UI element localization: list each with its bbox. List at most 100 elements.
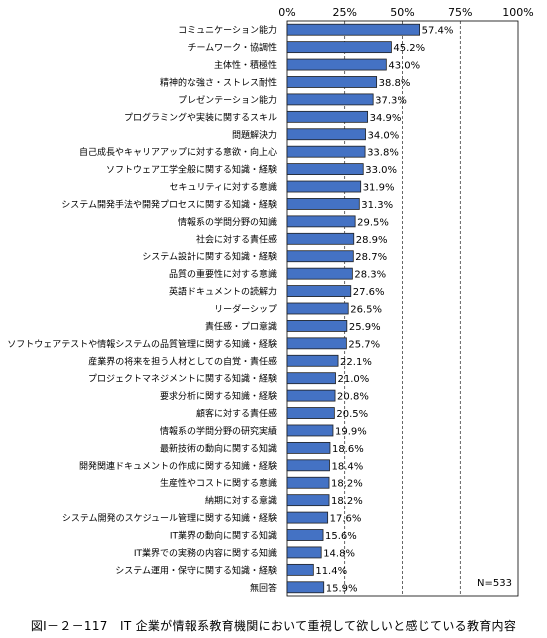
bar-chart: 0% 25% 50% 75% 100% コミュニケーション能力 57.4% チームワーク・協調…	[7, 6, 534, 597]
value-label: 43.0%	[388, 61, 420, 72]
category-label: システム設計に関する知識・経験	[142, 251, 277, 263]
category-label: ソフトウェア工学全般に関する知識・経験	[106, 164, 277, 176]
category-label: 自己成長やキャリアアップに対する意欲・向上心	[79, 146, 277, 158]
value-label: 18.2%	[331, 496, 363, 507]
value-label: 33.0%	[365, 165, 397, 176]
bar	[286, 354, 339, 367]
bar	[286, 163, 364, 176]
category-label: 情報系の学問分野の知識	[178, 216, 277, 228]
value-label: 26.5%	[350, 305, 382, 316]
value-label: 11.4%	[315, 566, 347, 577]
value-label: 31.3%	[361, 200, 393, 211]
value-label: 18.2%	[331, 479, 363, 490]
category-label: ソフトウェアテストや情報システムの品質管理に関する知識・経験	[7, 338, 277, 350]
bar	[286, 58, 387, 71]
value-label: 15.6%	[325, 531, 357, 542]
value-label: 28.3%	[354, 270, 386, 281]
bar	[286, 476, 330, 489]
category-label: 無回答	[250, 582, 277, 594]
category-label: セキュリティに対する意識	[170, 181, 277, 193]
bar	[286, 110, 369, 123]
value-label: 29.5%	[357, 217, 389, 228]
bar	[286, 41, 392, 54]
bar	[286, 581, 325, 594]
bar	[286, 459, 330, 472]
category-label: 責任感・プロ意識	[205, 320, 277, 332]
bar	[286, 320, 348, 332]
value-label: 21.0%	[338, 374, 370, 385]
value-label: 22.1%	[340, 357, 372, 368]
value-label: 27.6%	[353, 287, 385, 298]
category-label: 社会に対する責任感	[196, 233, 277, 245]
category-label: システム開発手法や開発プロセスに関する知識・経験	[61, 198, 277, 210]
category-label: リーダーシップ	[214, 303, 277, 315]
bar	[286, 407, 335, 419]
value-label: 45.2%	[393, 43, 425, 54]
bar	[286, 232, 355, 245]
bar	[286, 215, 356, 228]
sample-size-annotation: N=533	[477, 578, 512, 589]
category-label: 情報系の学問分野の研究実績	[160, 425, 277, 437]
value-label: 28.9%	[356, 235, 388, 246]
bar	[286, 441, 331, 454]
value-label: 57.4%	[422, 26, 454, 37]
value-label: 34.0%	[368, 130, 400, 141]
bar	[286, 267, 353, 280]
bar	[286, 372, 336, 385]
value-label: 25.9%	[349, 322, 381, 333]
category-label: 産業界の将来を担う人材としての自覚・責任感	[88, 355, 277, 367]
value-label: 28.7%	[355, 252, 387, 263]
category-label: プレゼンテーション能力	[178, 94, 277, 106]
bar	[286, 302, 349, 315]
value-label: 17.6%	[330, 514, 362, 525]
category-label: 精神的な強さ・ストレス耐性	[160, 76, 277, 88]
category-label: プログラミングや実装に関するスキル	[124, 111, 277, 123]
category-label: 顧客に対する責任感	[196, 408, 277, 420]
category-label: コミュニケーション能力	[178, 24, 277, 36]
category-label: IT業界の動向に関する知識	[170, 530, 277, 542]
figure-caption: 図Ⅰ－２－117 IT 企業が情報系教育機関において重視して欲しいと感じている教…	[30, 619, 517, 633]
value-label: 15.9%	[326, 583, 358, 594]
category-label: IT業界での実務の内容に関する知識	[134, 547, 277, 559]
category-label: 最新技術の動向に関する知識	[160, 442, 277, 454]
value-label: 18.4%	[332, 461, 364, 472]
category-label: 納期に対する意識	[205, 495, 277, 507]
value-label: 14.8%	[323, 548, 355, 559]
bar	[286, 250, 354, 263]
bar	[286, 494, 330, 507]
value-label: 33.8%	[367, 148, 399, 159]
bar	[286, 180, 362, 193]
category-label: 品質の重要性に対する意識	[169, 268, 277, 280]
category-label: システム運用・保守に関する知識・経験	[115, 564, 277, 576]
bar	[286, 389, 336, 402]
value-label: 18.6%	[332, 444, 364, 455]
bar	[286, 93, 374, 106]
x-tick-label: 75%	[448, 6, 472, 19]
bar	[286, 424, 334, 437]
value-label: 20.8%	[337, 392, 369, 403]
bar	[286, 546, 322, 559]
bar	[286, 337, 347, 350]
value-label: 25.7%	[348, 339, 380, 350]
x-tick-label: 100%	[502, 6, 533, 19]
bar	[286, 563, 314, 576]
category-label: 問題解決力	[232, 129, 277, 141]
category-label: 生産性やコストに関する意識	[160, 477, 277, 489]
x-tick-label: 50%	[390, 6, 414, 19]
x-tick-label: 25%	[333, 6, 357, 19]
category-label: チームワーク・協調性	[187, 42, 277, 54]
category-label: プロジェクトマネジメントに関する知識・経験	[88, 373, 277, 385]
bar	[286, 511, 329, 524]
category-label: 要求分析に関する知識・経験	[160, 390, 277, 402]
bar	[286, 529, 324, 541]
value-label: 38.8%	[379, 78, 411, 89]
category-label: 主体性・積極性	[214, 59, 277, 71]
category-label: 開発関連ドキュメントの作成に関する知識・経験	[79, 460, 277, 472]
x-tick-label: 0%	[278, 6, 295, 19]
value-label: 34.9%	[370, 113, 402, 124]
value-label: 19.9%	[335, 426, 367, 437]
value-label: 31.9%	[363, 183, 395, 194]
category-label: 英語ドキュメントの読解力	[169, 286, 277, 298]
category-label: システム開発のスケジュール管理に関する知識・経験	[62, 512, 277, 524]
bar	[286, 198, 360, 210]
